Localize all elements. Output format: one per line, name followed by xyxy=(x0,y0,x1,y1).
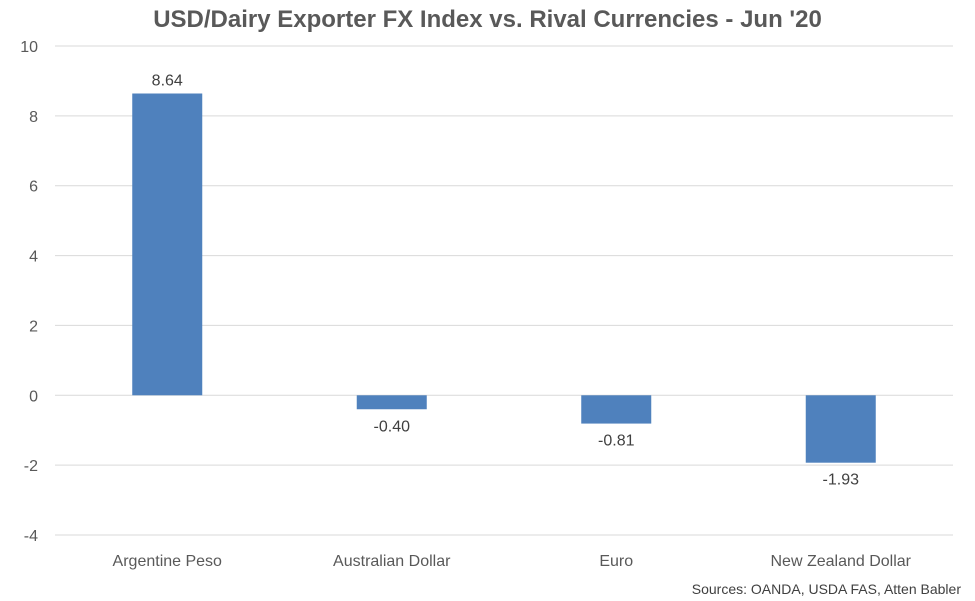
category-label: Euro xyxy=(599,553,633,570)
gridlines xyxy=(55,45,953,536)
y-tick-label: -2 xyxy=(24,458,38,475)
category-label: Argentine Peso xyxy=(113,553,223,570)
data-label: -0.81 xyxy=(598,433,635,450)
y-tick-label: 8 xyxy=(29,109,38,126)
data-label: -0.40 xyxy=(374,418,411,435)
y-tick-label: 0 xyxy=(29,388,38,405)
bar xyxy=(581,395,652,424)
data-label: 8.64 xyxy=(152,73,183,90)
source-note: Sources: OANDA, USDA FAS, Atten Babler xyxy=(691,581,961,597)
category-label: Australian Dollar xyxy=(333,553,451,570)
bar xyxy=(132,93,203,396)
y-axis-ticks: -4 -2 0 2 4 6 8 10 xyxy=(20,39,38,545)
bars xyxy=(132,93,876,463)
y-tick-label: -4 xyxy=(24,528,38,545)
y-tick-label: 6 xyxy=(29,179,38,196)
y-tick-label: 10 xyxy=(20,39,38,56)
bar xyxy=(356,395,427,410)
data-label: -1.93 xyxy=(823,472,860,489)
data-labels: 8.64 -0.40 -0.81 -1.93 xyxy=(152,73,859,489)
y-tick-label: 2 xyxy=(29,318,38,335)
category-label: New Zealand Dollar xyxy=(770,553,911,570)
x-axis-categories: Argentine Peso Australian Dollar Euro New Z… xyxy=(113,553,912,570)
y-tick-label: 4 xyxy=(29,249,38,266)
chart-title: USD/Dairy Exporter FX Index vs. Rival Cu… xyxy=(153,6,822,33)
bar xyxy=(805,395,876,463)
